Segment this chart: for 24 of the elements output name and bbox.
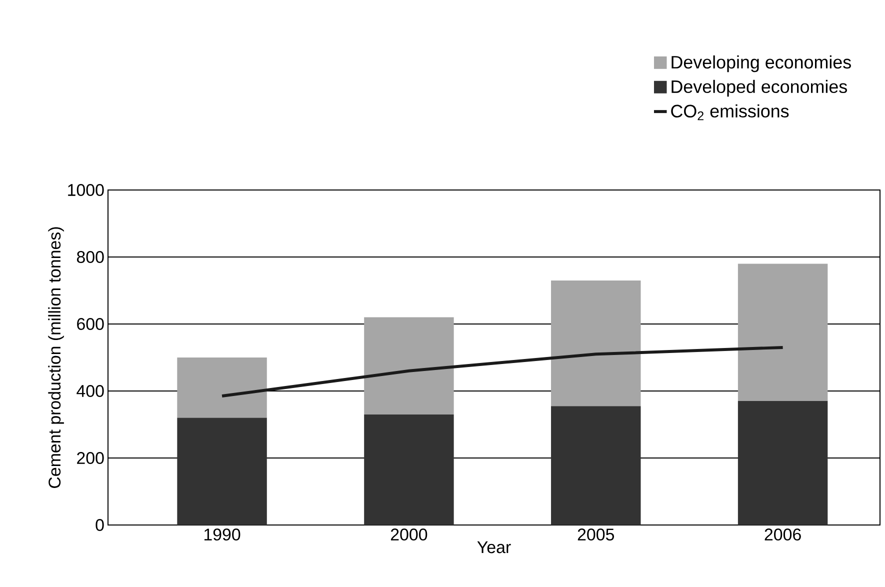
bar xyxy=(177,418,267,525)
bar xyxy=(551,406,641,525)
legend-label: Developed economies xyxy=(672,80,847,97)
y-tick-label: 400 xyxy=(76,385,104,397)
x-tick-label: 2000 xyxy=(390,528,428,541)
bar xyxy=(738,401,828,525)
y-tick-label: 800 xyxy=(76,251,104,263)
x-tick-label: 2005 xyxy=(578,528,614,541)
x-tick-label: 1990 xyxy=(204,528,240,541)
y-axis-title: Cement production (million tonnes) xyxy=(48,227,64,488)
x-tick-label: 2006 xyxy=(764,528,801,541)
legend-label: Developing economies xyxy=(672,55,851,72)
y-tick-label: 1000 xyxy=(68,184,104,196)
bar xyxy=(364,414,454,525)
bar xyxy=(364,317,454,414)
y-tick-label: 200 xyxy=(77,452,104,464)
legend-label: CO$_{2}$ emissions xyxy=(671,104,789,120)
bar xyxy=(738,264,828,402)
y-tick-label: 600 xyxy=(77,318,104,330)
y-tick-label: 0 xyxy=(96,519,104,531)
x-axis-title: Year xyxy=(477,541,511,554)
bar xyxy=(177,357,267,418)
line-series xyxy=(220,346,784,398)
bar xyxy=(551,280,641,406)
